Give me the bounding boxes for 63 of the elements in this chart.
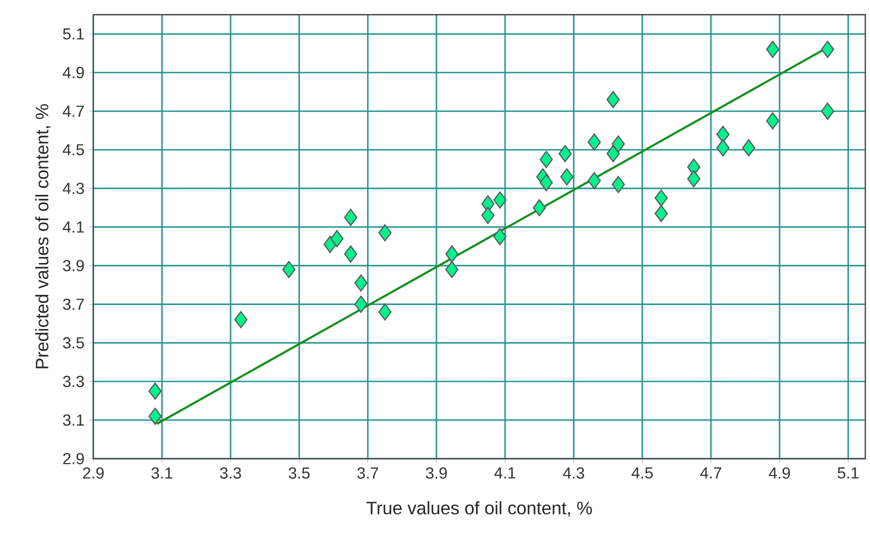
point [354,296,368,313]
y-tick-label: 4.5 [62,144,84,156]
point [532,199,546,216]
y-tick-label: 3.7 [62,298,84,310]
point [606,91,620,108]
x-tick-label: 3.5 [288,467,310,479]
point [606,145,620,162]
y-axis-title: Predicted values of oil content, % [35,104,51,368]
point [493,228,507,246]
point [654,204,668,222]
point [540,150,553,168]
point [766,112,780,130]
point [493,191,507,209]
point [560,168,574,186]
x-tick-label: 5.1 [838,467,859,479]
point [344,245,358,263]
point [716,139,730,156]
point [378,303,392,321]
point [148,408,162,425]
point [716,126,730,143]
point [654,189,668,207]
point [612,135,625,153]
x-tick-label: 4.5 [632,467,653,479]
y-tick-label: 4.1 [62,222,84,233]
point [687,170,700,188]
point [378,224,392,242]
x-tick-label: 3.9 [426,467,447,479]
y-tick-label: 5.1 [63,28,84,40]
x-tick-label: 4.7 [700,467,722,478]
x-tick-label: 4.3 [562,467,584,479]
point [282,260,296,278]
y-tick-label: 3.5 [62,337,84,348]
point [330,230,344,248]
point [612,176,625,194]
point [481,206,495,224]
point [540,174,553,192]
x-axis-title: True values of oil content, % [366,501,592,517]
x-tick-label: 4.9 [768,467,790,479]
y-tick-label: 3.3 [62,376,84,388]
x-tick-label: 4.1 [494,467,516,478]
point [354,274,368,292]
point [742,139,756,156]
point [445,245,458,263]
x-tick-label: 3.7 [357,467,378,479]
point [148,382,162,400]
y-tick-label: 2.9 [63,453,84,464]
point [766,40,780,58]
point [445,260,458,278]
x-tick-label: 3.3 [220,467,241,479]
x-tick-label: 2.9 [83,467,104,479]
point [821,102,834,120]
point [344,208,358,226]
y-tick-label: 4.7 [62,106,84,117]
y-tick-label: 3.9 [62,260,84,272]
y-tick-label: 3.1 [62,414,84,426]
point [588,133,601,151]
point [558,145,572,162]
point [588,172,601,190]
x-tick-label: 3.1 [151,467,172,479]
point [234,311,248,328]
point [821,40,834,58]
y-tick-label: 4.9 [62,66,84,78]
y-tick-label: 4.3 [62,182,84,194]
